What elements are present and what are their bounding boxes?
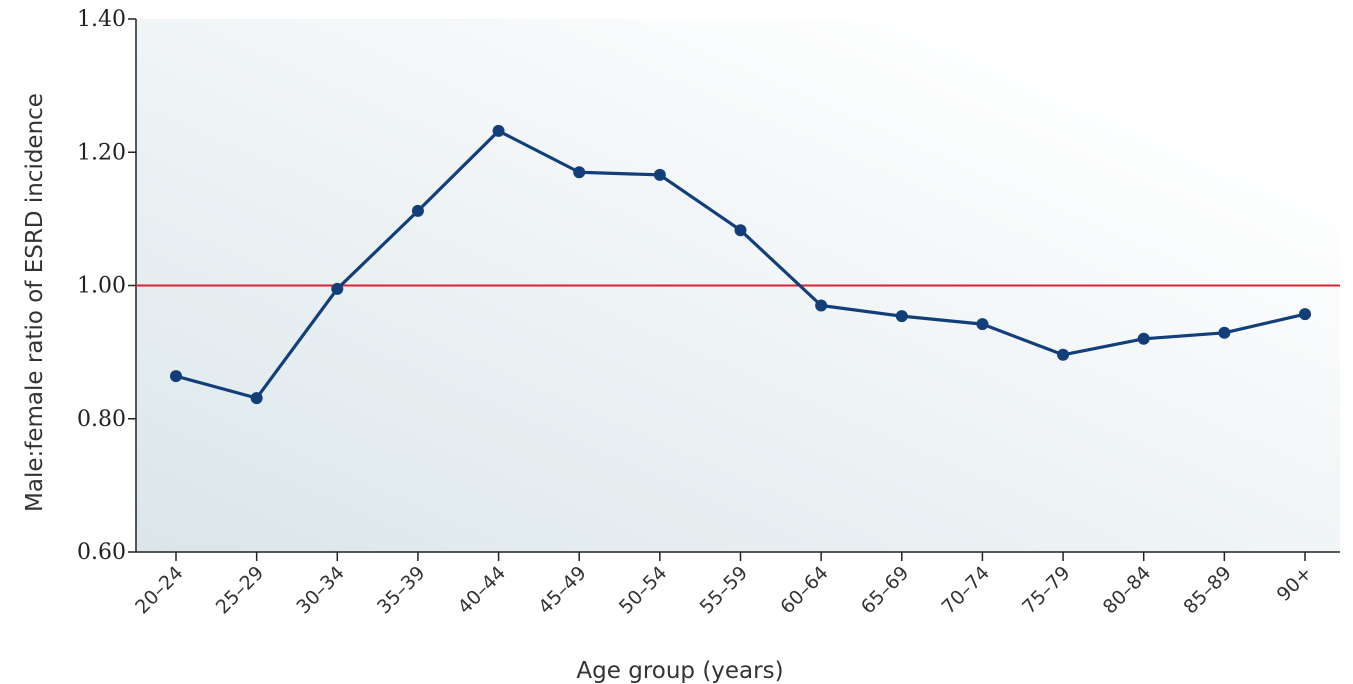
x-tick-label: 85–89 bbox=[1179, 562, 1235, 618]
y-tick-label: 1.20 bbox=[77, 140, 126, 165]
x-tick-label: 90+ bbox=[1273, 562, 1317, 606]
x-tick-label: 75–79 bbox=[1018, 562, 1074, 618]
data-point bbox=[573, 166, 586, 179]
data-point bbox=[411, 204, 424, 217]
x-tick-label: 65–69 bbox=[857, 562, 913, 618]
y-tick-label: 1.00 bbox=[77, 274, 126, 299]
x-tick-label: 50–54 bbox=[615, 562, 671, 618]
data-point bbox=[653, 168, 666, 181]
y-tick-label: 0.80 bbox=[77, 407, 126, 432]
y-axis-title: Male:female ratio of ESRD incidence bbox=[22, 93, 48, 512]
x-axis-title: Age group (years) bbox=[576, 658, 783, 684]
x-tick-label: 30–34 bbox=[292, 562, 348, 618]
x-tick-label: 20–24 bbox=[131, 562, 187, 618]
x-tick-label: 25–29 bbox=[212, 562, 268, 618]
data-point bbox=[895, 310, 908, 323]
data-point bbox=[250, 392, 263, 405]
y-tick-label: 1.40 bbox=[77, 7, 126, 32]
y-axis: 0.60 0.80 1.00 1.20 1.40 bbox=[77, 7, 137, 565]
x-tick-label: 45–49 bbox=[534, 562, 590, 618]
x-axis: 20–24 25–29 30–34 35–39 40–44 45–49 50–54 55–59… bbox=[131, 551, 1340, 618]
y-tick-label: 0.60 bbox=[77, 540, 126, 565]
x-tick-label: 60–64 bbox=[776, 562, 832, 618]
data-point bbox=[815, 299, 828, 312]
data-point bbox=[1137, 332, 1150, 345]
data-point bbox=[492, 124, 505, 137]
x-tick-label: 35–39 bbox=[373, 562, 429, 618]
x-tick-label: 70–74 bbox=[937, 562, 993, 618]
data-point bbox=[976, 318, 989, 331]
data-point bbox=[170, 370, 182, 383]
series-line-group bbox=[170, 124, 1311, 405]
x-tick-label: 55–59 bbox=[696, 562, 752, 618]
data-point bbox=[331, 282, 344, 295]
x-tick-label: 80–84 bbox=[1099, 562, 1155, 618]
data-point bbox=[734, 224, 747, 237]
data-point bbox=[1057, 348, 1070, 361]
x-tick-label: 40–44 bbox=[454, 562, 510, 618]
data-point bbox=[1299, 308, 1311, 321]
data-point bbox=[1218, 326, 1231, 339]
